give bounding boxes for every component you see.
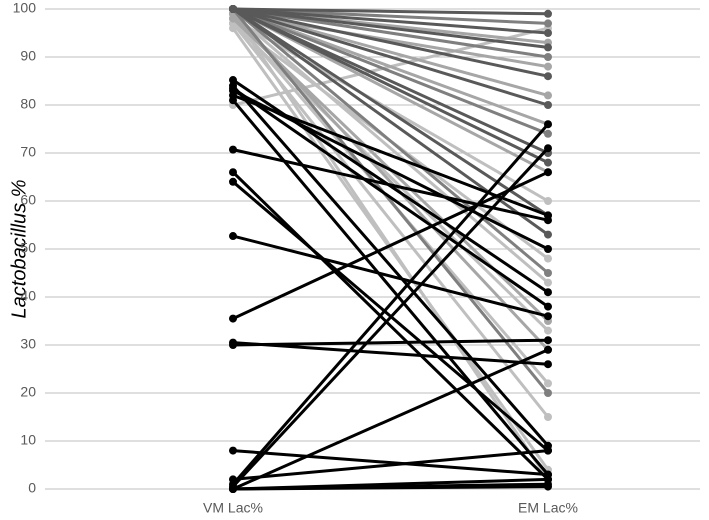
data-point: [229, 76, 237, 85]
y-tick-label: 50: [20, 240, 36, 256]
series-line: [232, 449, 549, 477]
series-line: [231, 123, 550, 486]
y-tick-label: 70: [20, 144, 36, 160]
data-point: [544, 360, 552, 369]
y-axis-label: Lactobacillus %: [8, 180, 30, 319]
data-point: [229, 145, 237, 154]
data-point: [544, 168, 552, 177]
series-line: [232, 12, 549, 284]
data-point: [544, 312, 552, 321]
data-point: [544, 197, 552, 205]
y-tick-label: 80: [20, 96, 36, 112]
data-point: [544, 482, 552, 491]
series-line: [232, 7, 549, 35]
data-point: [544, 62, 552, 71]
data-point: [544, 19, 552, 28]
series-line: [232, 234, 549, 318]
data-point: [229, 485, 237, 493]
series-line: [232, 485, 549, 491]
data-point: [544, 345, 552, 354]
data-point: [544, 9, 552, 18]
series-line: [232, 341, 549, 366]
y-tick-label: 40: [20, 288, 36, 304]
data-point: [544, 101, 552, 109]
data-point: [544, 288, 552, 297]
data-point: [544, 91, 552, 100]
data-point: [544, 413, 552, 421]
series-line: [232, 7, 549, 107]
data-point: [544, 245, 552, 253]
y-tick-label: 10: [20, 432, 36, 448]
series-line: [232, 86, 549, 308]
y-tick-label: 100: [13, 0, 37, 16]
series-line: [232, 348, 549, 491]
data-point: [544, 72, 552, 81]
data-point: [229, 341, 237, 349]
series-line: [232, 7, 549, 49]
data-point: [544, 379, 552, 388]
series-line: [232, 7, 549, 275]
data-point: [544, 475, 552, 484]
data-point: [544, 120, 552, 129]
series-line: [232, 7, 549, 97]
y-tick-label: 0: [28, 480, 36, 496]
series-line: [231, 171, 550, 481]
x-tick-label: VM Lac%: [203, 500, 263, 516]
data-point: [544, 43, 552, 52]
series-line: [232, 7, 549, 16]
data-point: [544, 269, 552, 277]
y-tick-label: 20: [20, 384, 36, 400]
data-point: [544, 389, 552, 397]
data-point: [544, 158, 552, 167]
data-point: [544, 144, 552, 153]
data-point: [544, 129, 552, 138]
series-line: [232, 148, 549, 222]
series-line: [231, 84, 550, 447]
series-line: [232, 17, 549, 203]
data-point: [544, 53, 552, 61]
data-point: [544, 326, 552, 335]
data-point: [544, 278, 552, 287]
series-line: [231, 12, 550, 351]
data-point: [544, 216, 552, 225]
data-point: [544, 29, 552, 37]
x-tick-label: EM Lac%: [518, 500, 578, 516]
series-line: [232, 7, 549, 59]
data-point: [229, 96, 237, 105]
y-tick-label: 30: [20, 336, 36, 352]
data-point: [544, 254, 552, 263]
data-point: [229, 5, 237, 13]
data-point: [544, 302, 552, 311]
data-point: [229, 168, 237, 177]
series-line: [232, 170, 549, 320]
series-line: [232, 7, 549, 164]
data-point: [229, 446, 237, 455]
y-tick-label: 90: [20, 48, 36, 64]
data-point: [229, 177, 237, 186]
series-line: [231, 147, 550, 488]
series-line: [232, 7, 549, 25]
data-point: [544, 446, 552, 455]
series-line: [231, 8, 550, 394]
series-line: [232, 449, 549, 481]
data-point: [544, 230, 552, 239]
series-line: [232, 338, 549, 347]
data-point: [229, 314, 237, 323]
series-line: [232, 7, 549, 78]
data-point: [229, 232, 237, 241]
series-line: [232, 7, 549, 136]
y-tick-label: 60: [20, 192, 36, 208]
series-line: [232, 7, 549, 217]
data-point: [544, 336, 552, 345]
